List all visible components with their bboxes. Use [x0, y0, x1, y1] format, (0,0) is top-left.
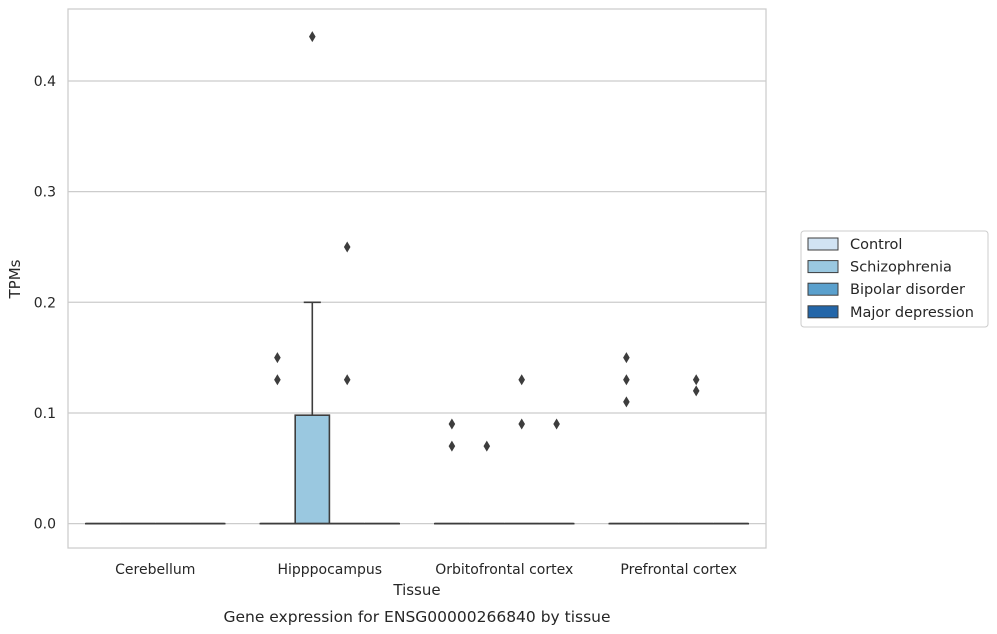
- legend-frame: [800, 230, 989, 328]
- outlier-point: [448, 440, 456, 452]
- legend-label: Bipolar disorder: [850, 282, 965, 298]
- y-tick-label: 0.2: [34, 295, 56, 311]
- x-tick-label: Cerebellum: [115, 562, 195, 578]
- legend-label: Major depression: [850, 305, 974, 321]
- outlier-point: [343, 374, 351, 386]
- legend-swatch: [807, 260, 839, 274]
- y-tick-label: 0.1: [34, 406, 56, 422]
- x-tick-label: Orbitofrontal cortex: [435, 562, 573, 578]
- y-tick-label: 0.0: [34, 517, 56, 533]
- outlier-point: [483, 440, 491, 452]
- chart-caption: Gene expression for ENSG00000266840 by t…: [223, 608, 610, 626]
- outlier-point: [623, 352, 630, 364]
- box-bipolar-disorder: [503, 374, 540, 525]
- outlier-point: [692, 385, 700, 397]
- outlier-point: [623, 374, 630, 386]
- plot-frame: [67, 8, 767, 549]
- y-tick-labels: 0.0 0.1 0.2 0.3 0.4: [34, 74, 56, 533]
- box-body: [294, 414, 331, 525]
- outlier-point: [692, 374, 700, 386]
- y-axis-label: TPMs: [6, 259, 24, 299]
- y-tick-label: 0.4: [34, 74, 56, 90]
- outlier-point: [343, 241, 351, 253]
- box-group: [84, 31, 750, 525]
- legend-label: Schizophrenia: [850, 260, 952, 276]
- legend-label: Control: [850, 237, 902, 253]
- legend: Control Schizophrenia Bipolar disorder Majo…: [800, 230, 989, 328]
- legend-swatch: [807, 282, 839, 296]
- box-schizophrenia: [294, 31, 331, 525]
- y-tick-label: 0.3: [34, 185, 56, 201]
- outlier-point: [309, 31, 316, 43]
- legend-swatch: [807, 237, 839, 251]
- outlier-point: [518, 418, 525, 430]
- outlier-point: [518, 374, 525, 386]
- outlier-point: [448, 418, 456, 430]
- box-control: [608, 352, 645, 525]
- outlier-point: [274, 352, 281, 364]
- plot-background: [68, 9, 766, 548]
- box-bipolar-disorder: [678, 374, 715, 525]
- legend-swatch: [807, 305, 839, 319]
- outlier-point: [274, 374, 281, 386]
- x-tick-label: Prefrontal cortex: [620, 562, 737, 578]
- outlier-point: [623, 396, 630, 408]
- x-tick-labels: Cerebellum Hipppocampus Orbitofrontal cort…: [115, 562, 737, 578]
- box-major-depression: [538, 418, 575, 525]
- x-tick-label: Hipppocampus: [277, 562, 382, 578]
- x-axis-label: Tissue: [392, 581, 440, 599]
- outlier-point: [553, 418, 560, 430]
